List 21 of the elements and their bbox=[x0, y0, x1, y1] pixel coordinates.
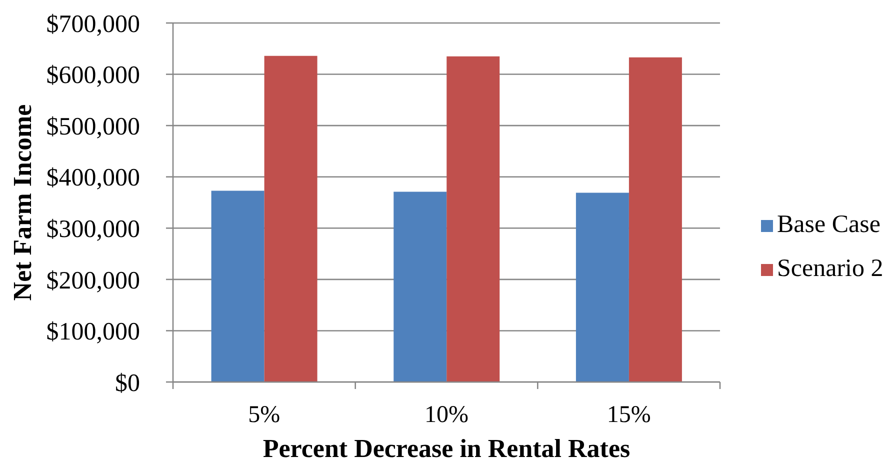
x-tick-label: 5% bbox=[248, 402, 280, 428]
x-tick-label: 15% bbox=[606, 402, 651, 428]
legend-label: Scenario 2 bbox=[777, 255, 884, 282]
legend-label: Base Case bbox=[777, 211, 880, 238]
y-tick-label: $400,000 bbox=[46, 164, 140, 192]
x-tick-label: 10% bbox=[424, 402, 468, 428]
y-tick-label: $300,000 bbox=[46, 216, 140, 244]
y-tick-label: $600,000 bbox=[46, 62, 140, 90]
x-axis-title: Percent Decrease in Rental Rates bbox=[262, 434, 630, 462]
bar bbox=[628, 57, 682, 382]
bar bbox=[264, 56, 318, 382]
y-tick-label: $0 bbox=[115, 370, 140, 397]
bar bbox=[394, 192, 447, 382]
bar bbox=[446, 56, 500, 382]
bar bbox=[576, 192, 629, 382]
y-tick-label: $200,000 bbox=[46, 267, 140, 294]
y-tick-label: $700,000 bbox=[46, 10, 140, 38]
y-tick-label: $500,000 bbox=[46, 113, 140, 140]
y-tick-label: $100,000 bbox=[46, 318, 140, 346]
bar bbox=[211, 190, 264, 382]
y-axis-title: Net Farm Income bbox=[8, 104, 36, 301]
